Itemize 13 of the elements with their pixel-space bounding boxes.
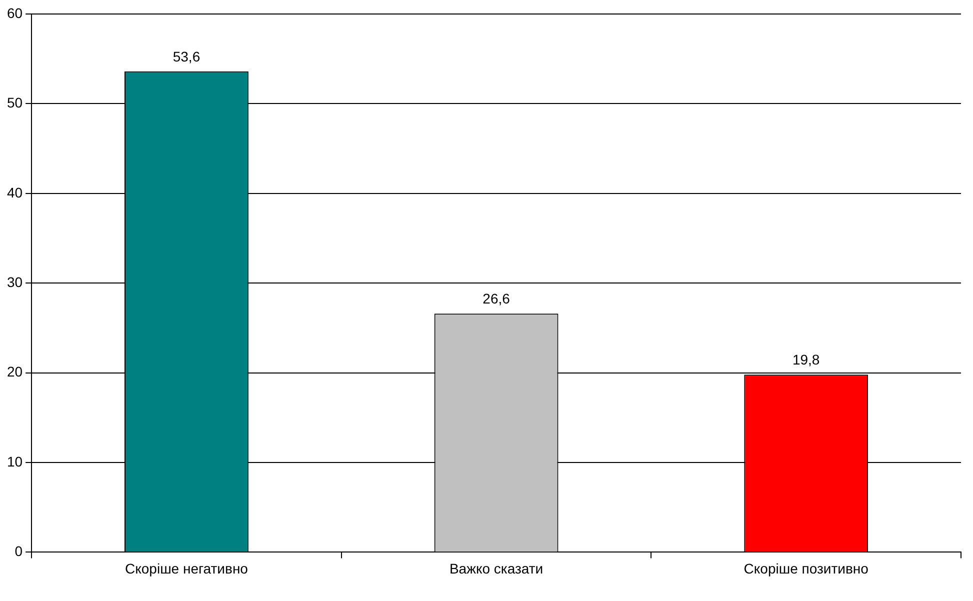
- x-tick-label: Скоріше позитивно: [744, 560, 869, 576]
- data-label: 53,6: [172, 48, 200, 64]
- x-tick-label: Скоріше негативно: [124, 560, 248, 576]
- y-tick-label: 10: [6, 453, 23, 470]
- data-label: 26,6: [482, 290, 510, 306]
- y-tick-label: 60: [6, 4, 23, 21]
- y-tick-label: 20: [6, 364, 23, 380]
- data-label: 19,8: [792, 351, 820, 368]
- y-tick-label: 0: [14, 543, 23, 560]
- y-tick-label: 30: [6, 274, 23, 290]
- y-tick-label: 40: [6, 184, 23, 200]
- x-tick-label: Важко сказати: [449, 560, 544, 576]
- y-tick-label: 50: [6, 94, 23, 111]
